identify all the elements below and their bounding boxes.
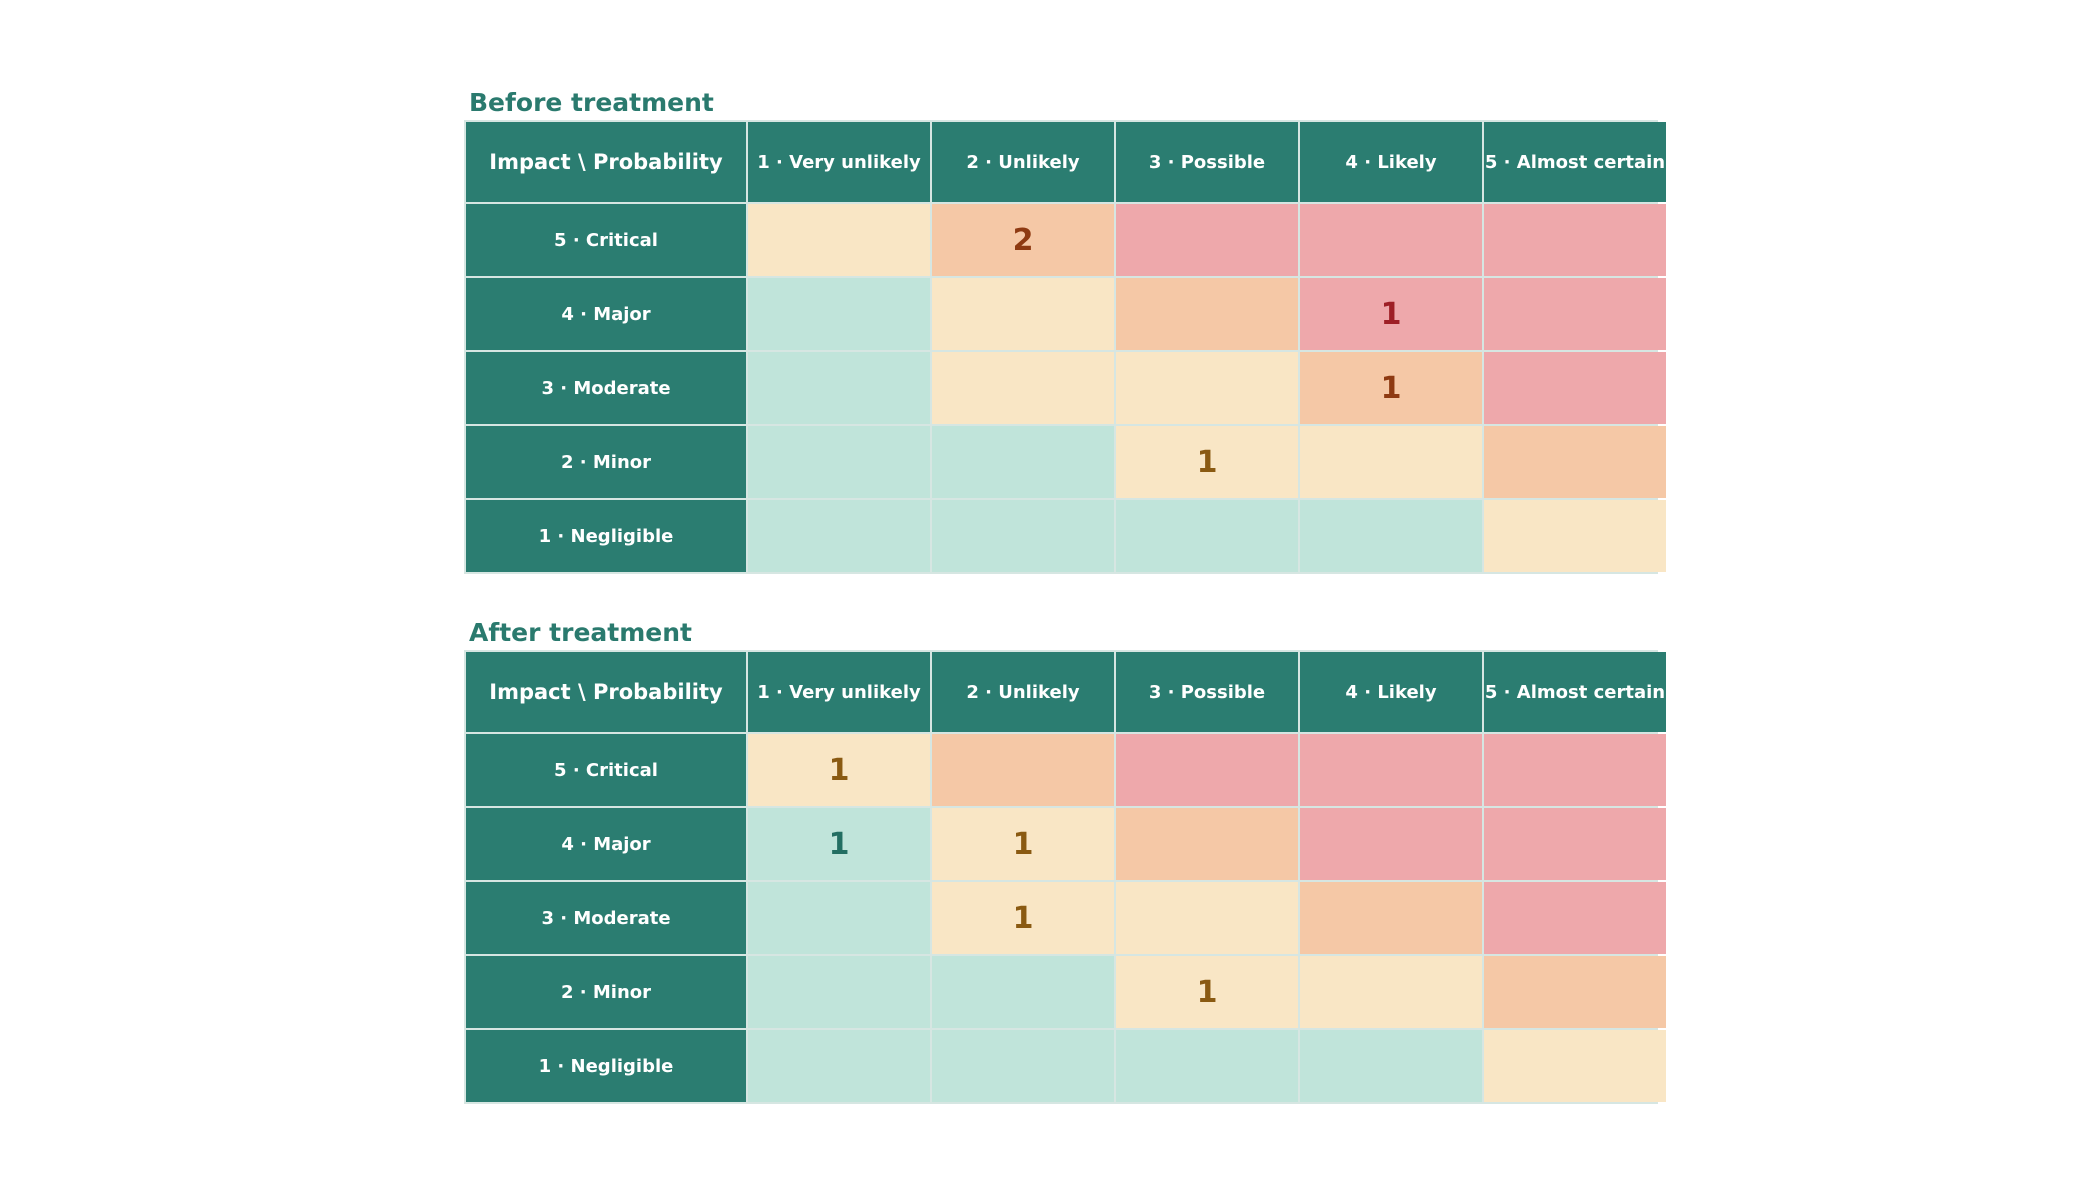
risk-cell bbox=[1484, 426, 1666, 498]
risk-cell bbox=[1484, 734, 1666, 806]
risk-cell bbox=[748, 204, 930, 276]
risk-cell bbox=[1116, 500, 1298, 572]
risk-cell bbox=[1484, 882, 1666, 954]
risk-cell bbox=[1116, 1030, 1298, 1102]
risk-cell bbox=[1116, 734, 1298, 806]
risk-cell: 1 bbox=[1116, 426, 1298, 498]
impact-row-header: 4 · Major bbox=[466, 278, 746, 350]
risk-cell: 1 bbox=[1300, 352, 1482, 424]
risk-cell bbox=[932, 956, 1114, 1028]
probability-column-header: 3 · Possible bbox=[1116, 122, 1298, 202]
risk-cell: 1 bbox=[748, 734, 930, 806]
risk-cell bbox=[932, 500, 1114, 572]
impact-row-header: 4 · Major bbox=[466, 808, 746, 880]
risk-cell bbox=[748, 352, 930, 424]
risk-cell bbox=[748, 500, 930, 572]
probability-column-header: 4 · Likely bbox=[1300, 122, 1482, 202]
matrix-title: After treatment bbox=[469, 618, 692, 647]
risk-cell bbox=[1300, 808, 1482, 880]
impact-row-header: 3 · Moderate bbox=[466, 352, 746, 424]
risk-cell bbox=[1300, 204, 1482, 276]
risk-cell bbox=[748, 956, 930, 1028]
risk-cell bbox=[1484, 500, 1666, 572]
risk-cell: 1 bbox=[748, 808, 930, 880]
matrix-after-treatment: After treatment Impact \ Probability 1 · … bbox=[464, 616, 1666, 1104]
probability-column-header: 5 · Almost certain bbox=[1484, 652, 1666, 732]
risk-cell bbox=[932, 278, 1114, 350]
impact-row-header: 2 · Minor bbox=[466, 426, 746, 498]
corner-header: Impact \ Probability bbox=[466, 122, 746, 202]
impact-row-header: 1 · Negligible bbox=[466, 1030, 746, 1102]
matrix-before-treatment: Before treatment Impact \ Probability 1 ·… bbox=[464, 86, 1666, 574]
risk-cell bbox=[1116, 808, 1298, 880]
probability-column-header: 1 · Very unlikely bbox=[748, 652, 930, 732]
probability-column-header: 4 · Likely bbox=[1300, 652, 1482, 732]
risk-cell bbox=[1116, 882, 1298, 954]
impact-row-header: 5 · Critical bbox=[466, 204, 746, 276]
risk-cell bbox=[1484, 352, 1666, 424]
risk-cell bbox=[748, 882, 930, 954]
impact-row-header: 1 · Negligible bbox=[466, 500, 746, 572]
probability-column-header: 5 · Almost certain bbox=[1484, 122, 1666, 202]
risk-cell: 1 bbox=[1116, 956, 1298, 1028]
risk-matrix-grid: Impact \ Probability 1 · Very unlikely 2 ·… bbox=[464, 650, 1666, 1104]
risk-cell bbox=[1484, 808, 1666, 880]
risk-cell: 1 bbox=[1300, 278, 1482, 350]
risk-cell bbox=[1116, 204, 1298, 276]
impact-row-header: 2 · Minor bbox=[466, 956, 746, 1028]
probability-column-header: 1 · Very unlikely bbox=[748, 122, 930, 202]
risk-cell bbox=[932, 734, 1114, 806]
risk-matrix-grid: Impact \ Probability 1 · Very unlikely 2 ·… bbox=[464, 120, 1666, 574]
risk-cell bbox=[1300, 956, 1482, 1028]
risk-cell bbox=[932, 426, 1114, 498]
probability-column-header: 2 · Unlikely bbox=[932, 652, 1114, 732]
corner-header: Impact \ Probability bbox=[466, 652, 746, 732]
risk-cell bbox=[748, 1030, 930, 1102]
risk-cell bbox=[1300, 426, 1482, 498]
risk-cell bbox=[1300, 882, 1482, 954]
risk-cell: 1 bbox=[932, 808, 1114, 880]
probability-column-header: 2 · Unlikely bbox=[932, 122, 1114, 202]
risk-cell bbox=[748, 278, 930, 350]
impact-row-header: 5 · Critical bbox=[466, 734, 746, 806]
risk-cell bbox=[932, 1030, 1114, 1102]
probability-column-header: 3 · Possible bbox=[1116, 652, 1298, 732]
impact-row-header: 3 · Moderate bbox=[466, 882, 746, 954]
risk-cell bbox=[1116, 278, 1298, 350]
risk-cell bbox=[1484, 278, 1666, 350]
risk-cell bbox=[1484, 1030, 1666, 1102]
risk-cell bbox=[1484, 204, 1666, 276]
risk-cell bbox=[1484, 956, 1666, 1028]
matrix-title: Before treatment bbox=[469, 88, 714, 117]
risk-cell bbox=[1116, 352, 1298, 424]
risk-cell bbox=[1300, 500, 1482, 572]
risk-cell bbox=[748, 426, 930, 498]
risk-cell: 1 bbox=[932, 882, 1114, 954]
risk-cell: 2 bbox=[932, 204, 1114, 276]
risk-cell bbox=[1300, 734, 1482, 806]
risk-cell bbox=[1300, 1030, 1482, 1102]
risk-cell bbox=[932, 352, 1114, 424]
